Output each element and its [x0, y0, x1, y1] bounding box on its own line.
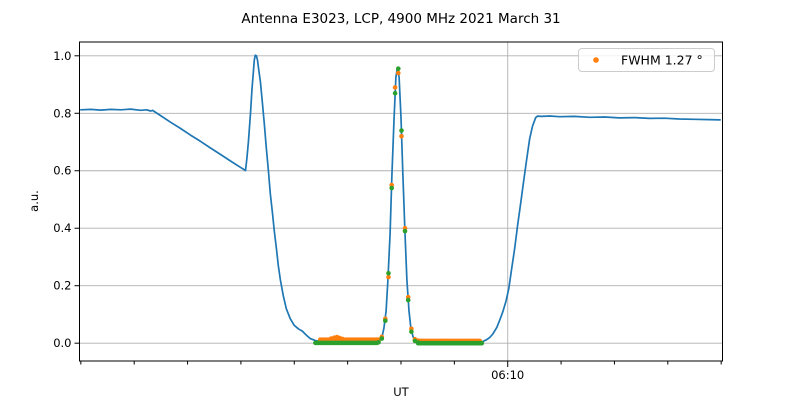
y-tick-label: 0.8	[53, 106, 71, 120]
x-tick-label: 06:10	[491, 368, 524, 382]
legend-label: FWHM 1.27 °	[621, 53, 703, 68]
y-tick-label: 0.6	[53, 164, 71, 178]
legend: FWHM 1.27 °	[578, 48, 715, 72]
data-point-dot	[386, 274, 391, 280]
y-tick-label: 0.0	[53, 336, 71, 350]
data-point-dot	[405, 297, 411, 303]
data-point-dot	[376, 340, 381, 345]
legend-marker-dot	[593, 57, 599, 63]
grid-lines	[79, 42, 723, 361]
y-tick-label: 1.0	[53, 49, 71, 63]
data-point-dot	[402, 228, 408, 234]
scan-line-path	[79, 54, 721, 343]
data-point-dot	[389, 185, 395, 191]
data-point-dot	[399, 128, 404, 133]
data-point-dot	[383, 318, 388, 324]
data-point-dot	[392, 90, 398, 96]
y-tick-labels: 0.0 0.2 0.4 0.6 0.8 1.0	[53, 49, 71, 350]
data-point-dot	[386, 271, 391, 276]
data-point-dot	[479, 340, 485, 346]
gaussian-fit-points	[313, 66, 485, 346]
data-point-dot	[392, 85, 398, 90]
data-point-dot	[409, 329, 414, 335]
data-point-dot	[379, 336, 385, 341]
data-point-dot	[415, 340, 421, 345]
plot-border	[79, 41, 723, 362]
data-point-dot	[399, 134, 404, 139]
axis-ticks	[74, 55, 722, 367]
data-point-dot	[396, 66, 401, 71]
data-point-dot	[396, 70, 401, 76]
y-axis-label: a.u.	[27, 190, 41, 212]
legend-box	[578, 48, 715, 72]
chart-title: Antenna E3023, LCP, 4900 MHz 2021 March …	[241, 11, 560, 27]
data-point-dot	[340, 336, 345, 342]
plot-series	[79, 54, 721, 346]
x-axis-label: UT	[393, 385, 409, 399]
y-tick-label: 0.2	[53, 279, 71, 293]
y-tick-label: 0.4	[53, 221, 71, 235]
